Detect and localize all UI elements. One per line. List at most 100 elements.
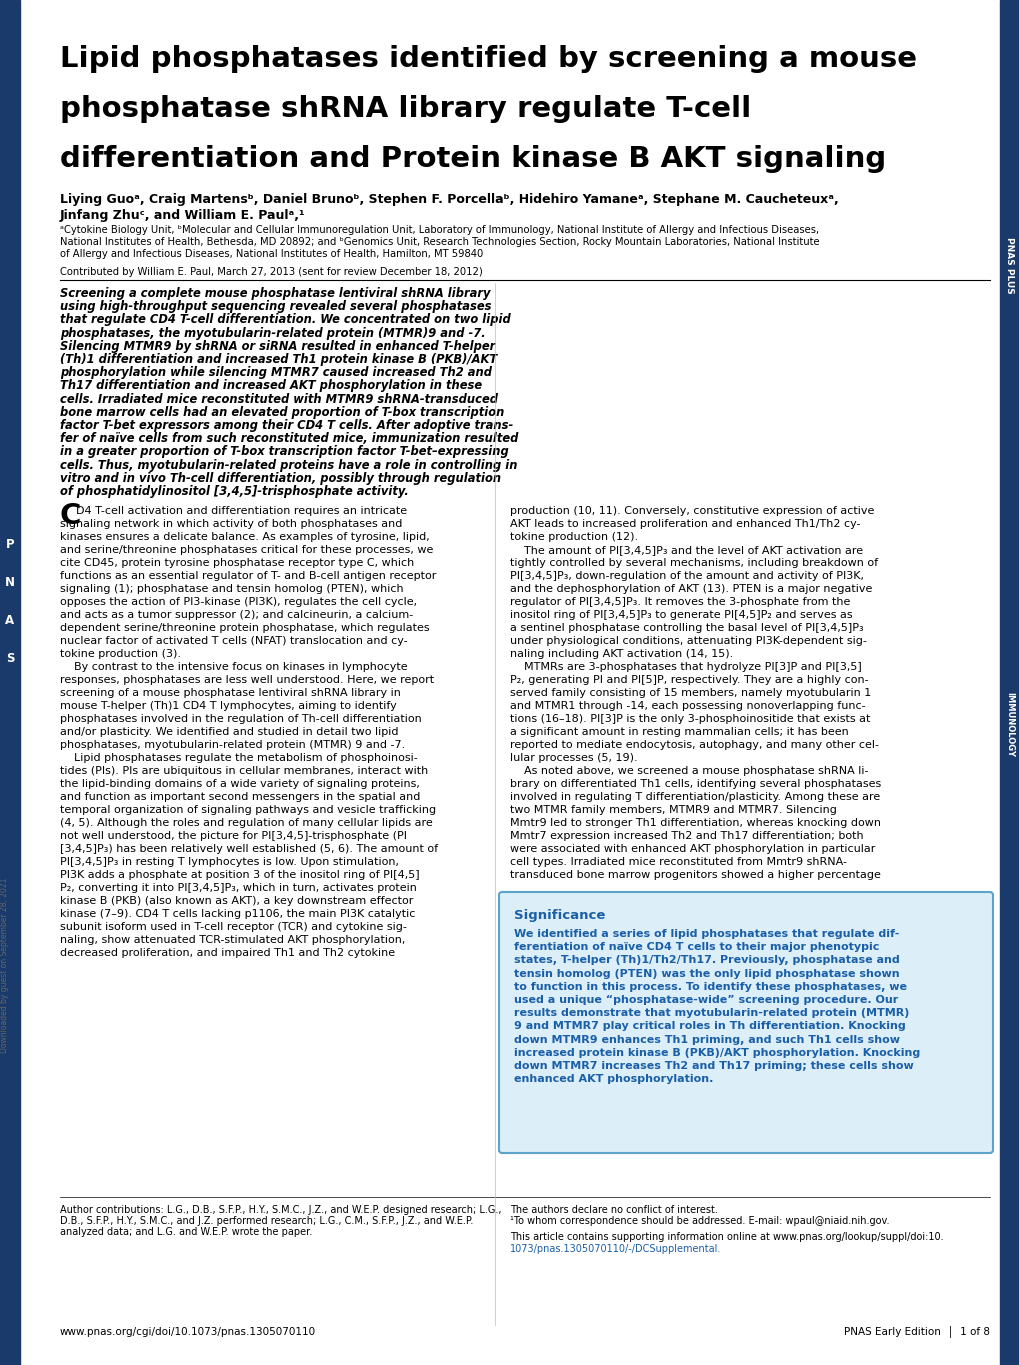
Text: cells. Irradiated mice reconstituted with MTMR9 shRNA-transduced: cells. Irradiated mice reconstituted wit… xyxy=(60,393,497,405)
Text: phosphatases, the myotubularin-related protein (MTMR)9 and -7.: phosphatases, the myotubularin-related p… xyxy=(60,326,485,340)
Text: National Institutes of Health, Bethesda, MD 20892; and ᵇGenomics Unit, Research : National Institutes of Health, Bethesda,… xyxy=(60,238,819,247)
Text: kinase (7–9). CD4 T cells lacking p1106, the main PI3K catalytic: kinase (7–9). CD4 T cells lacking p1106,… xyxy=(60,909,415,919)
Text: down MTMR7 increases Th2 and Th17 priming; these cells show: down MTMR7 increases Th2 and Th17 primin… xyxy=(514,1061,913,1072)
Text: Mmtr9 led to stronger Th1 differentiation, whereas knocking down: Mmtr9 led to stronger Th1 differentiatio… xyxy=(510,818,880,829)
Bar xyxy=(0,0,20,1365)
Text: ferentiation of naïve CD4 T cells to their major phenotypic: ferentiation of naïve CD4 T cells to the… xyxy=(514,942,878,953)
Text: and function as important second messengers in the spatial and: and function as important second messeng… xyxy=(60,792,420,803)
Text: As noted above, we screened a mouse phosphatase shRNA li-: As noted above, we screened a mouse phos… xyxy=(510,766,867,775)
Text: a sentinel phosphatase controlling the basal level of PI[3,4,5]P₃: a sentinel phosphatase controlling the b… xyxy=(510,622,863,633)
Text: naling including AKT activation (14, 15).: naling including AKT activation (14, 15)… xyxy=(510,648,733,659)
Text: Downloaded by guest on September 28, 2021: Downloaded by guest on September 28, 202… xyxy=(0,878,9,1052)
Text: brary on differentiated Th1 cells, identifying several phosphatases: brary on differentiated Th1 cells, ident… xyxy=(510,779,880,789)
Text: increased protein kinase B (PKB)/AKT phosphorylation. Knocking: increased protein kinase B (PKB)/AKT pho… xyxy=(514,1048,919,1058)
Text: and serine/threonine phosphatases critical for these processes, we: and serine/threonine phosphatases critic… xyxy=(60,545,433,556)
Text: PI3K adds a phosphate at position 3 of the inositol ring of PI[4,5]: PI3K adds a phosphate at position 3 of t… xyxy=(60,870,419,880)
Text: nuclear factor of activated T cells (NFAT) translocation and cy-: nuclear factor of activated T cells (NFA… xyxy=(60,636,408,646)
Text: kinases ensures a delicate balance. As examples of tyrosine, lipid,: kinases ensures a delicate balance. As e… xyxy=(60,532,429,542)
Text: bone marrow cells had an elevated proportion of T-box transcription: bone marrow cells had an elevated propor… xyxy=(60,405,503,419)
Text: Lipid phosphatases identified by screening a mouse: Lipid phosphatases identified by screeni… xyxy=(60,45,916,72)
Text: PI[3,4,5]P₃ in resting T lymphocytes is low. Upon stimulation,: PI[3,4,5]P₃ in resting T lymphocytes is … xyxy=(60,857,398,867)
Text: This article contains supporting information online at www.pnas.org/lookup/suppl: This article contains supporting informa… xyxy=(510,1233,943,1242)
Text: of Allergy and Infectious Diseases, National Institutes of Health, Hamilton, MT : of Allergy and Infectious Diseases, Nati… xyxy=(60,248,483,259)
Text: MTMRs are 3-phosphatases that hydrolyze PI[3]P and PI[3,5]: MTMRs are 3-phosphatases that hydrolyze … xyxy=(510,662,861,672)
Text: served family consisting of 15 members, namely myotubularin 1: served family consisting of 15 members, … xyxy=(510,688,870,698)
Text: Author contributions: L.G., D.B., S.F.P., H.Y., S.M.C., J.Z., and W.E.P. designe: Author contributions: L.G., D.B., S.F.P.… xyxy=(60,1205,501,1215)
Text: kinase B (PKB) (also known as AKT), a key downstream effector: kinase B (PKB) (also known as AKT), a ke… xyxy=(60,895,413,906)
FancyBboxPatch shape xyxy=(498,891,993,1153)
Text: tightly controlled by several mechanisms, including breakdown of: tightly controlled by several mechanisms… xyxy=(510,558,877,568)
Text: analyzed data; and L.G. and W.E.P. wrote the paper.: analyzed data; and L.G. and W.E.P. wrote… xyxy=(60,1227,312,1237)
Text: phosphorylation while silencing MTMR7 caused increased Th2 and: phosphorylation while silencing MTMR7 ca… xyxy=(60,366,491,379)
Text: phosphatase shRNA library regulate T-cell: phosphatase shRNA library regulate T-cel… xyxy=(60,96,751,123)
Text: results demonstrate that myotubularin-related protein (MTMR): results demonstrate that myotubularin-re… xyxy=(514,1009,909,1018)
Text: differentiation and Protein kinase B AKT signaling: differentiation and Protein kinase B AKT… xyxy=(60,145,886,173)
Text: N: N xyxy=(5,576,15,590)
Text: under physiological conditions, attenuating PI3K-dependent sig-: under physiological conditions, attenuat… xyxy=(510,636,866,646)
Text: PNAS Early Edition  │  1 of 8: PNAS Early Edition │ 1 of 8 xyxy=(843,1325,989,1336)
Text: cell types. Irradiated mice reconstituted from Mmtr9 shRNA-: cell types. Irradiated mice reconstitute… xyxy=(510,857,846,867)
Text: to function in this process. To identify these phosphatases, we: to function in this process. To identify… xyxy=(514,981,906,992)
Text: PI[3,4,5]P₃, down-regulation of the amount and activity of PI3K,: PI[3,4,5]P₃, down-regulation of the amou… xyxy=(510,571,863,581)
Text: tokine production (3).: tokine production (3). xyxy=(60,648,180,659)
Text: Liying Guoᵃ, Craig Martensᵇ, Daniel Brunoᵇ, Stephen F. Porcellaᵇ, Hidehiro Yaman: Liying Guoᵃ, Craig Martensᵇ, Daniel Brun… xyxy=(60,192,838,206)
Text: D4 T-cell activation and differentiation requires an intricate: D4 T-cell activation and differentiation… xyxy=(76,506,407,516)
Text: factor T-bet expressors among their CD4 T cells. After adoptive trans-: factor T-bet expressors among their CD4 … xyxy=(60,419,513,431)
Text: www.pnas.org/cgi/doi/10.1073/pnas.1305070110: www.pnas.org/cgi/doi/10.1073/pnas.130507… xyxy=(60,1327,316,1336)
Text: Lipid phosphatases regulate the metabolism of phosphoinosi-: Lipid phosphatases regulate the metaboli… xyxy=(60,753,418,763)
Text: a significant amount in resting mammalian cells; it has been: a significant amount in resting mammalia… xyxy=(510,728,848,737)
Text: The amount of PI[3,4,5]P₃ and the level of AKT activation are: The amount of PI[3,4,5]P₃ and the level … xyxy=(510,545,862,556)
Text: (4, 5). Although the roles and regulation of many cellular lipids are: (4, 5). Although the roles and regulatio… xyxy=(60,818,432,829)
Text: responses, phosphatases are less well understood. Here, we report: responses, phosphatases are less well un… xyxy=(60,676,434,685)
Text: cite CD45, protein tyrosine phosphatase receptor type C, which: cite CD45, protein tyrosine phosphatase … xyxy=(60,558,414,568)
Text: Th17 differentiation and increased AKT phosphorylation in these: Th17 differentiation and increased AKT p… xyxy=(60,379,482,392)
Text: down MTMR9 enhances Th1 priming, and such Th1 cells show: down MTMR9 enhances Th1 priming, and suc… xyxy=(514,1035,899,1044)
Text: ¹To whom correspondence should be addressed. E-mail: wpaul@niaid.nih.gov.: ¹To whom correspondence should be addres… xyxy=(510,1216,889,1226)
Text: signaling (1); phosphatase and tensin homolog (PTEN), which: signaling (1); phosphatase and tensin ho… xyxy=(60,584,404,594)
Text: reported to mediate endocytosis, autophagy, and many other cel-: reported to mediate endocytosis, autopha… xyxy=(510,740,878,749)
Text: cells. Thus, myotubularin-related proteins have a role in controlling in: cells. Thus, myotubularin-related protei… xyxy=(60,459,517,471)
Text: phosphatases, myotubularin-related protein (MTMR) 9 and -7.: phosphatases, myotubularin-related prote… xyxy=(60,740,405,749)
Text: and MTMR1 through -14, each possessing nonoverlapping func-: and MTMR1 through -14, each possessing n… xyxy=(510,702,865,711)
Text: and acts as a tumor suppressor (2); and calcineurin, a calcium-: and acts as a tumor suppressor (2); and … xyxy=(60,610,413,620)
Text: 9 and MTMR7 play critical roles in Th differentiation. Knocking: 9 and MTMR7 play critical roles in Th di… xyxy=(514,1021,905,1032)
Text: inositol ring of PI[3,4,5]P₃ to generate PI[4,5]P₂ and serves as: inositol ring of PI[3,4,5]P₃ to generate… xyxy=(510,610,852,620)
Text: mouse T-helper (Th)1 CD4 T lymphocytes, aiming to identify: mouse T-helper (Th)1 CD4 T lymphocytes, … xyxy=(60,702,396,711)
Text: D.B., S.F.P., H.Y., S.M.C., and J.Z. performed research; L.G., C.M., S.F.P., J.Z: D.B., S.F.P., H.Y., S.M.C., and J.Z. per… xyxy=(60,1216,473,1226)
Text: Significance: Significance xyxy=(514,909,605,921)
Bar xyxy=(999,0,1019,1365)
Text: fer of naïve cells from such reconstituted mice, immunization resulted: fer of naïve cells from such reconstitut… xyxy=(60,433,518,445)
Text: IMMUNOLOGY: IMMUNOLOGY xyxy=(1005,692,1014,758)
Text: [3,4,5]P₃) has been relatively well established (5, 6). The amount of: [3,4,5]P₃) has been relatively well esta… xyxy=(60,844,438,854)
Text: states, T-helper (Th)1/Th2/Th17. Previously, phosphatase and: states, T-helper (Th)1/Th2/Th17. Previou… xyxy=(514,955,899,965)
Text: production (10, 11). Conversely, constitutive expression of active: production (10, 11). Conversely, constit… xyxy=(510,506,873,516)
Text: P₂, generating PI and PI[5]P, respectively. They are a highly con-: P₂, generating PI and PI[5]P, respective… xyxy=(510,676,868,685)
Text: P₂, converting it into PI[3,4,5]P₃, which in turn, activates protein: P₂, converting it into PI[3,4,5]P₃, whic… xyxy=(60,883,417,893)
Text: Jinfang Zhuᶜ, and William E. Paulᵃ,¹: Jinfang Zhuᶜ, and William E. Paulᵃ,¹ xyxy=(60,209,306,222)
Text: regulator of PI[3,4,5]P₃. It removes the 3-phosphate from the: regulator of PI[3,4,5]P₃. It removes the… xyxy=(510,597,850,607)
Text: the lipid-binding domains of a wide variety of signaling proteins,: the lipid-binding domains of a wide vari… xyxy=(60,779,420,789)
Text: screening of a mouse phosphatase lentiviral shRNA library in: screening of a mouse phosphatase lentivi… xyxy=(60,688,400,698)
Text: (Th)1 differentiation and increased Th1 protein kinase B (PKB)/AKT: (Th)1 differentiation and increased Th1 … xyxy=(60,354,497,366)
Text: 1073/pnas.1305070110/-/DCSupplemental.: 1073/pnas.1305070110/-/DCSupplemental. xyxy=(510,1244,720,1253)
Text: enhanced AKT phosphorylation.: enhanced AKT phosphorylation. xyxy=(514,1074,712,1084)
Text: Contributed by William E. Paul, March 27, 2013 (sent for review December 18, 201: Contributed by William E. Paul, March 27… xyxy=(60,268,482,277)
Text: phosphatases involved in the regulation of Th-cell differentiation: phosphatases involved in the regulation … xyxy=(60,714,421,723)
Text: subunit isoform used in T-cell receptor (TCR) and cytokine sig-: subunit isoform used in T-cell receptor … xyxy=(60,921,407,932)
Text: The authors declare no conflict of interest.: The authors declare no conflict of inter… xyxy=(510,1205,717,1215)
Text: C: C xyxy=(60,502,82,530)
Text: that regulate CD4 T-cell differentiation. We concentrated on two lipid: that regulate CD4 T-cell differentiation… xyxy=(60,314,511,326)
Text: Screening a complete mouse phosphatase lentiviral shRNA library: Screening a complete mouse phosphatase l… xyxy=(60,287,490,300)
Text: and the dephosphorylation of AKT (13). PTEN is a major negative: and the dephosphorylation of AKT (13). P… xyxy=(510,584,871,594)
Text: decreased proliferation, and impaired Th1 and Th2 cytokine: decreased proliferation, and impaired Th… xyxy=(60,949,394,958)
Text: functions as an essential regulator of T- and B-cell antigen receptor: functions as an essential regulator of T… xyxy=(60,571,436,581)
Text: tensin homolog (PTEN) was the only lipid phosphatase shown: tensin homolog (PTEN) was the only lipid… xyxy=(514,969,899,979)
Text: Mmtr7 expression increased Th2 and Th17 differentiation; both: Mmtr7 expression increased Th2 and Th17 … xyxy=(510,831,863,841)
Text: and/or plasticity. We identified and studied in detail two lipid: and/or plasticity. We identified and stu… xyxy=(60,728,398,737)
Text: A: A xyxy=(5,614,14,628)
Text: P: P xyxy=(6,539,14,551)
Text: in a greater proportion of T-box transcription factor T-bet–expressing: in a greater proportion of T-box transcr… xyxy=(60,445,508,459)
Text: vitro and in vivo Th-cell differentiation, possibly through regulation: vitro and in vivo Th-cell differentiatio… xyxy=(60,472,500,485)
Text: involved in regulating T differentiation/plasticity. Among these are: involved in regulating T differentiation… xyxy=(510,792,879,803)
Text: of phosphatidylinositol [3,4,5]-trisphosphate activity.: of phosphatidylinositol [3,4,5]-trisphos… xyxy=(60,485,409,498)
